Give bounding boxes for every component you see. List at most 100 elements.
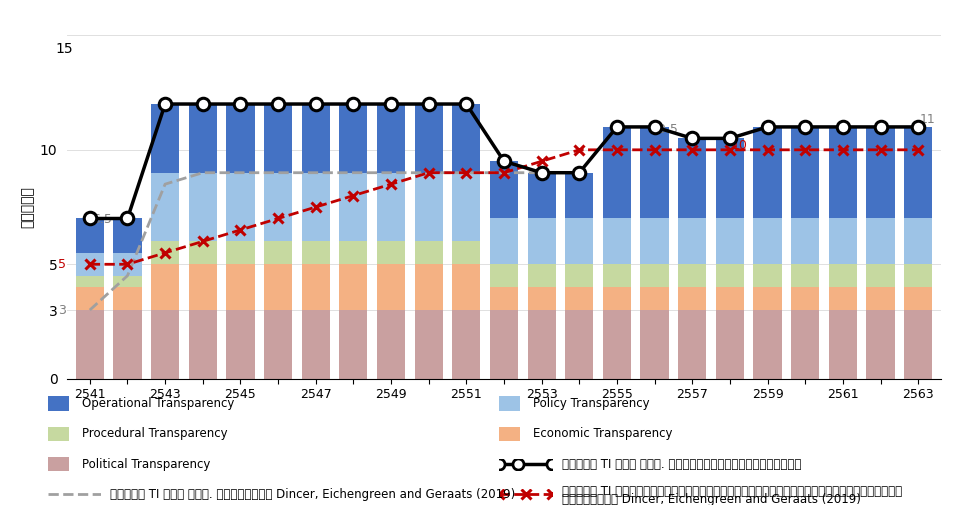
Text: ดัชนี TI ของ ธปท. จัดทำโดยคณะผู้วิจัย: ดัชนี TI ของ ธปท. จัดทำโดยคณะผู้วิจัย bbox=[562, 458, 801, 471]
Bar bbox=[754, 310, 781, 379]
Bar bbox=[867, 264, 895, 287]
Bar bbox=[452, 241, 480, 264]
Bar bbox=[227, 310, 254, 379]
Bar bbox=[528, 219, 556, 264]
Bar bbox=[867, 219, 895, 264]
Text: Political Transparency: Political Transparency bbox=[82, 458, 210, 471]
Bar bbox=[188, 241, 217, 264]
Bar bbox=[377, 310, 405, 379]
Bar bbox=[490, 161, 518, 219]
Bar bbox=[716, 219, 744, 264]
Bar bbox=[339, 264, 368, 310]
Bar bbox=[754, 287, 781, 310]
Bar bbox=[791, 310, 820, 379]
Text: 10.5: 10.5 bbox=[651, 123, 679, 136]
Bar bbox=[603, 287, 631, 310]
Bar bbox=[678, 219, 707, 264]
Bar bbox=[113, 276, 141, 287]
Bar bbox=[904, 219, 932, 264]
Bar bbox=[716, 287, 744, 310]
Bar bbox=[264, 310, 292, 379]
Bar bbox=[490, 219, 518, 264]
Bar bbox=[565, 219, 593, 264]
Text: 6.5: 6.5 bbox=[91, 213, 111, 226]
Text: 5: 5 bbox=[58, 258, 66, 271]
Text: 10: 10 bbox=[732, 139, 748, 151]
Bar bbox=[339, 173, 368, 241]
Bar bbox=[415, 264, 443, 310]
Bar bbox=[151, 173, 180, 241]
Bar bbox=[791, 127, 820, 219]
Bar bbox=[76, 219, 104, 253]
Bar bbox=[76, 310, 104, 379]
Bar bbox=[904, 264, 932, 287]
Bar bbox=[528, 264, 556, 287]
Bar bbox=[188, 104, 217, 173]
Bar bbox=[264, 104, 292, 173]
Bar bbox=[452, 173, 480, 241]
Bar bbox=[528, 287, 556, 310]
Bar bbox=[227, 173, 254, 241]
Bar bbox=[754, 127, 781, 219]
Bar bbox=[151, 104, 180, 173]
Bar bbox=[415, 241, 443, 264]
Bar bbox=[754, 219, 781, 264]
Bar bbox=[377, 104, 405, 173]
Bar bbox=[227, 241, 254, 264]
Bar bbox=[904, 127, 932, 219]
Bar bbox=[528, 310, 556, 379]
Bar bbox=[867, 310, 895, 379]
Bar bbox=[264, 173, 292, 241]
Bar bbox=[828, 310, 857, 379]
Bar bbox=[716, 310, 744, 379]
Bar bbox=[76, 287, 104, 310]
Bar bbox=[339, 104, 368, 173]
Bar bbox=[301, 173, 330, 241]
Bar bbox=[640, 264, 669, 287]
Bar bbox=[339, 310, 368, 379]
Bar bbox=[490, 310, 518, 379]
Bar bbox=[490, 287, 518, 310]
Text: 15: 15 bbox=[56, 42, 74, 56]
Text: ดัชนี TI ของ ธปท. จัดทำโดย Dincer, Eichengreen and Geraats (2019): ดัชนี TI ของ ธปท. จัดทำโดย Dincer, Eiche… bbox=[110, 488, 516, 501]
Bar bbox=[640, 287, 669, 310]
Text: ดัชนี TI เฉลี่ยของประเทศที่ใช้กรอบเป้าหมายเงินเฟ้อ: ดัชนี TI เฉลี่ยของประเทศที่ใช้กรอบเป้าหม… bbox=[562, 485, 901, 498]
Text: 3: 3 bbox=[58, 304, 65, 317]
Bar bbox=[867, 127, 895, 219]
Bar bbox=[791, 287, 820, 310]
Text: Procedural Transparency: Procedural Transparency bbox=[82, 427, 228, 440]
Y-axis label: คะแนน: คะแนน bbox=[20, 186, 35, 228]
Bar bbox=[904, 287, 932, 310]
Bar bbox=[716, 138, 744, 219]
Bar bbox=[452, 310, 480, 379]
Bar bbox=[828, 127, 857, 219]
Bar bbox=[867, 287, 895, 310]
Bar bbox=[151, 241, 180, 264]
Bar bbox=[603, 310, 631, 379]
Bar bbox=[264, 264, 292, 310]
Bar bbox=[678, 138, 707, 219]
Text: Operational Transparency: Operational Transparency bbox=[82, 397, 234, 410]
Text: Policy Transparency: Policy Transparency bbox=[533, 397, 649, 410]
Bar bbox=[565, 264, 593, 287]
Bar bbox=[603, 127, 631, 219]
Bar bbox=[188, 264, 217, 310]
Bar bbox=[377, 173, 405, 241]
Bar bbox=[528, 173, 556, 219]
Bar bbox=[377, 241, 405, 264]
Bar bbox=[828, 264, 857, 287]
Bar bbox=[791, 219, 820, 264]
Text: จัดทำโดย Dincer, Eichengreen and Geraats (2019): จัดทำโดย Dincer, Eichengreen and Geraats… bbox=[562, 493, 860, 505]
Bar bbox=[415, 104, 443, 173]
Text: Economic Transparency: Economic Transparency bbox=[533, 427, 672, 440]
Bar bbox=[113, 310, 141, 379]
Bar bbox=[301, 241, 330, 264]
Bar bbox=[301, 264, 330, 310]
Bar bbox=[113, 287, 141, 310]
Bar bbox=[301, 104, 330, 173]
Bar bbox=[603, 219, 631, 264]
Bar bbox=[188, 173, 217, 241]
Bar bbox=[603, 264, 631, 287]
Bar bbox=[227, 104, 254, 173]
Bar bbox=[678, 310, 707, 379]
